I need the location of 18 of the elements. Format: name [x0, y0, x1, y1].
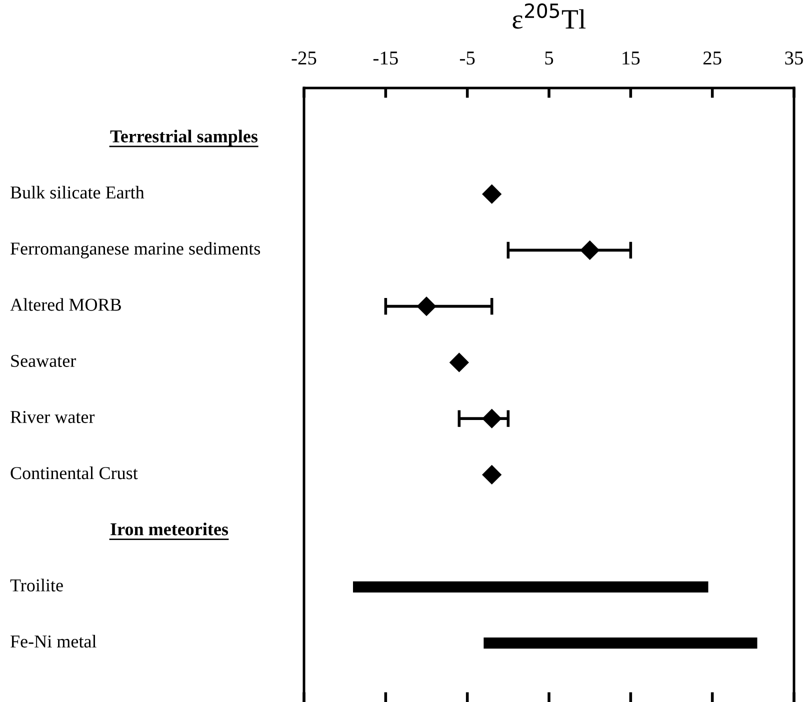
y-tick-label: River water — [10, 410, 95, 424]
text: Terrestrial samples — [110, 130, 258, 146]
y-tick-label: Altered MORB — [10, 298, 121, 311]
y-tick-label: Fe-Ni metal — [10, 634, 96, 648]
y-tick-label: Continental Crust — [10, 466, 138, 480]
text: Iron meteorites — [110, 522, 228, 536]
x-tick-label: 5 — [545, 52, 554, 65]
x-tick-label: 15 — [622, 52, 640, 65]
y-tick-label: Ferromanganese marine sediments — [10, 242, 260, 258]
y-tick-label: Troilite — [10, 578, 63, 592]
x-tick-label: -5 — [460, 52, 475, 65]
x-tick-label: 25 — [703, 52, 722, 65]
y-tick-label: Bulk silicate Earth — [10, 186, 144, 199]
x-axis-title: ε$^{205}$Tl — [512, 3, 586, 29]
x-tick-label: 35 — [785, 52, 803, 65]
x-tick-label: -25 — [292, 52, 316, 65]
x-tick-label: -15 — [373, 52, 398, 65]
y-tick-label: Seawater — [11, 354, 76, 367]
